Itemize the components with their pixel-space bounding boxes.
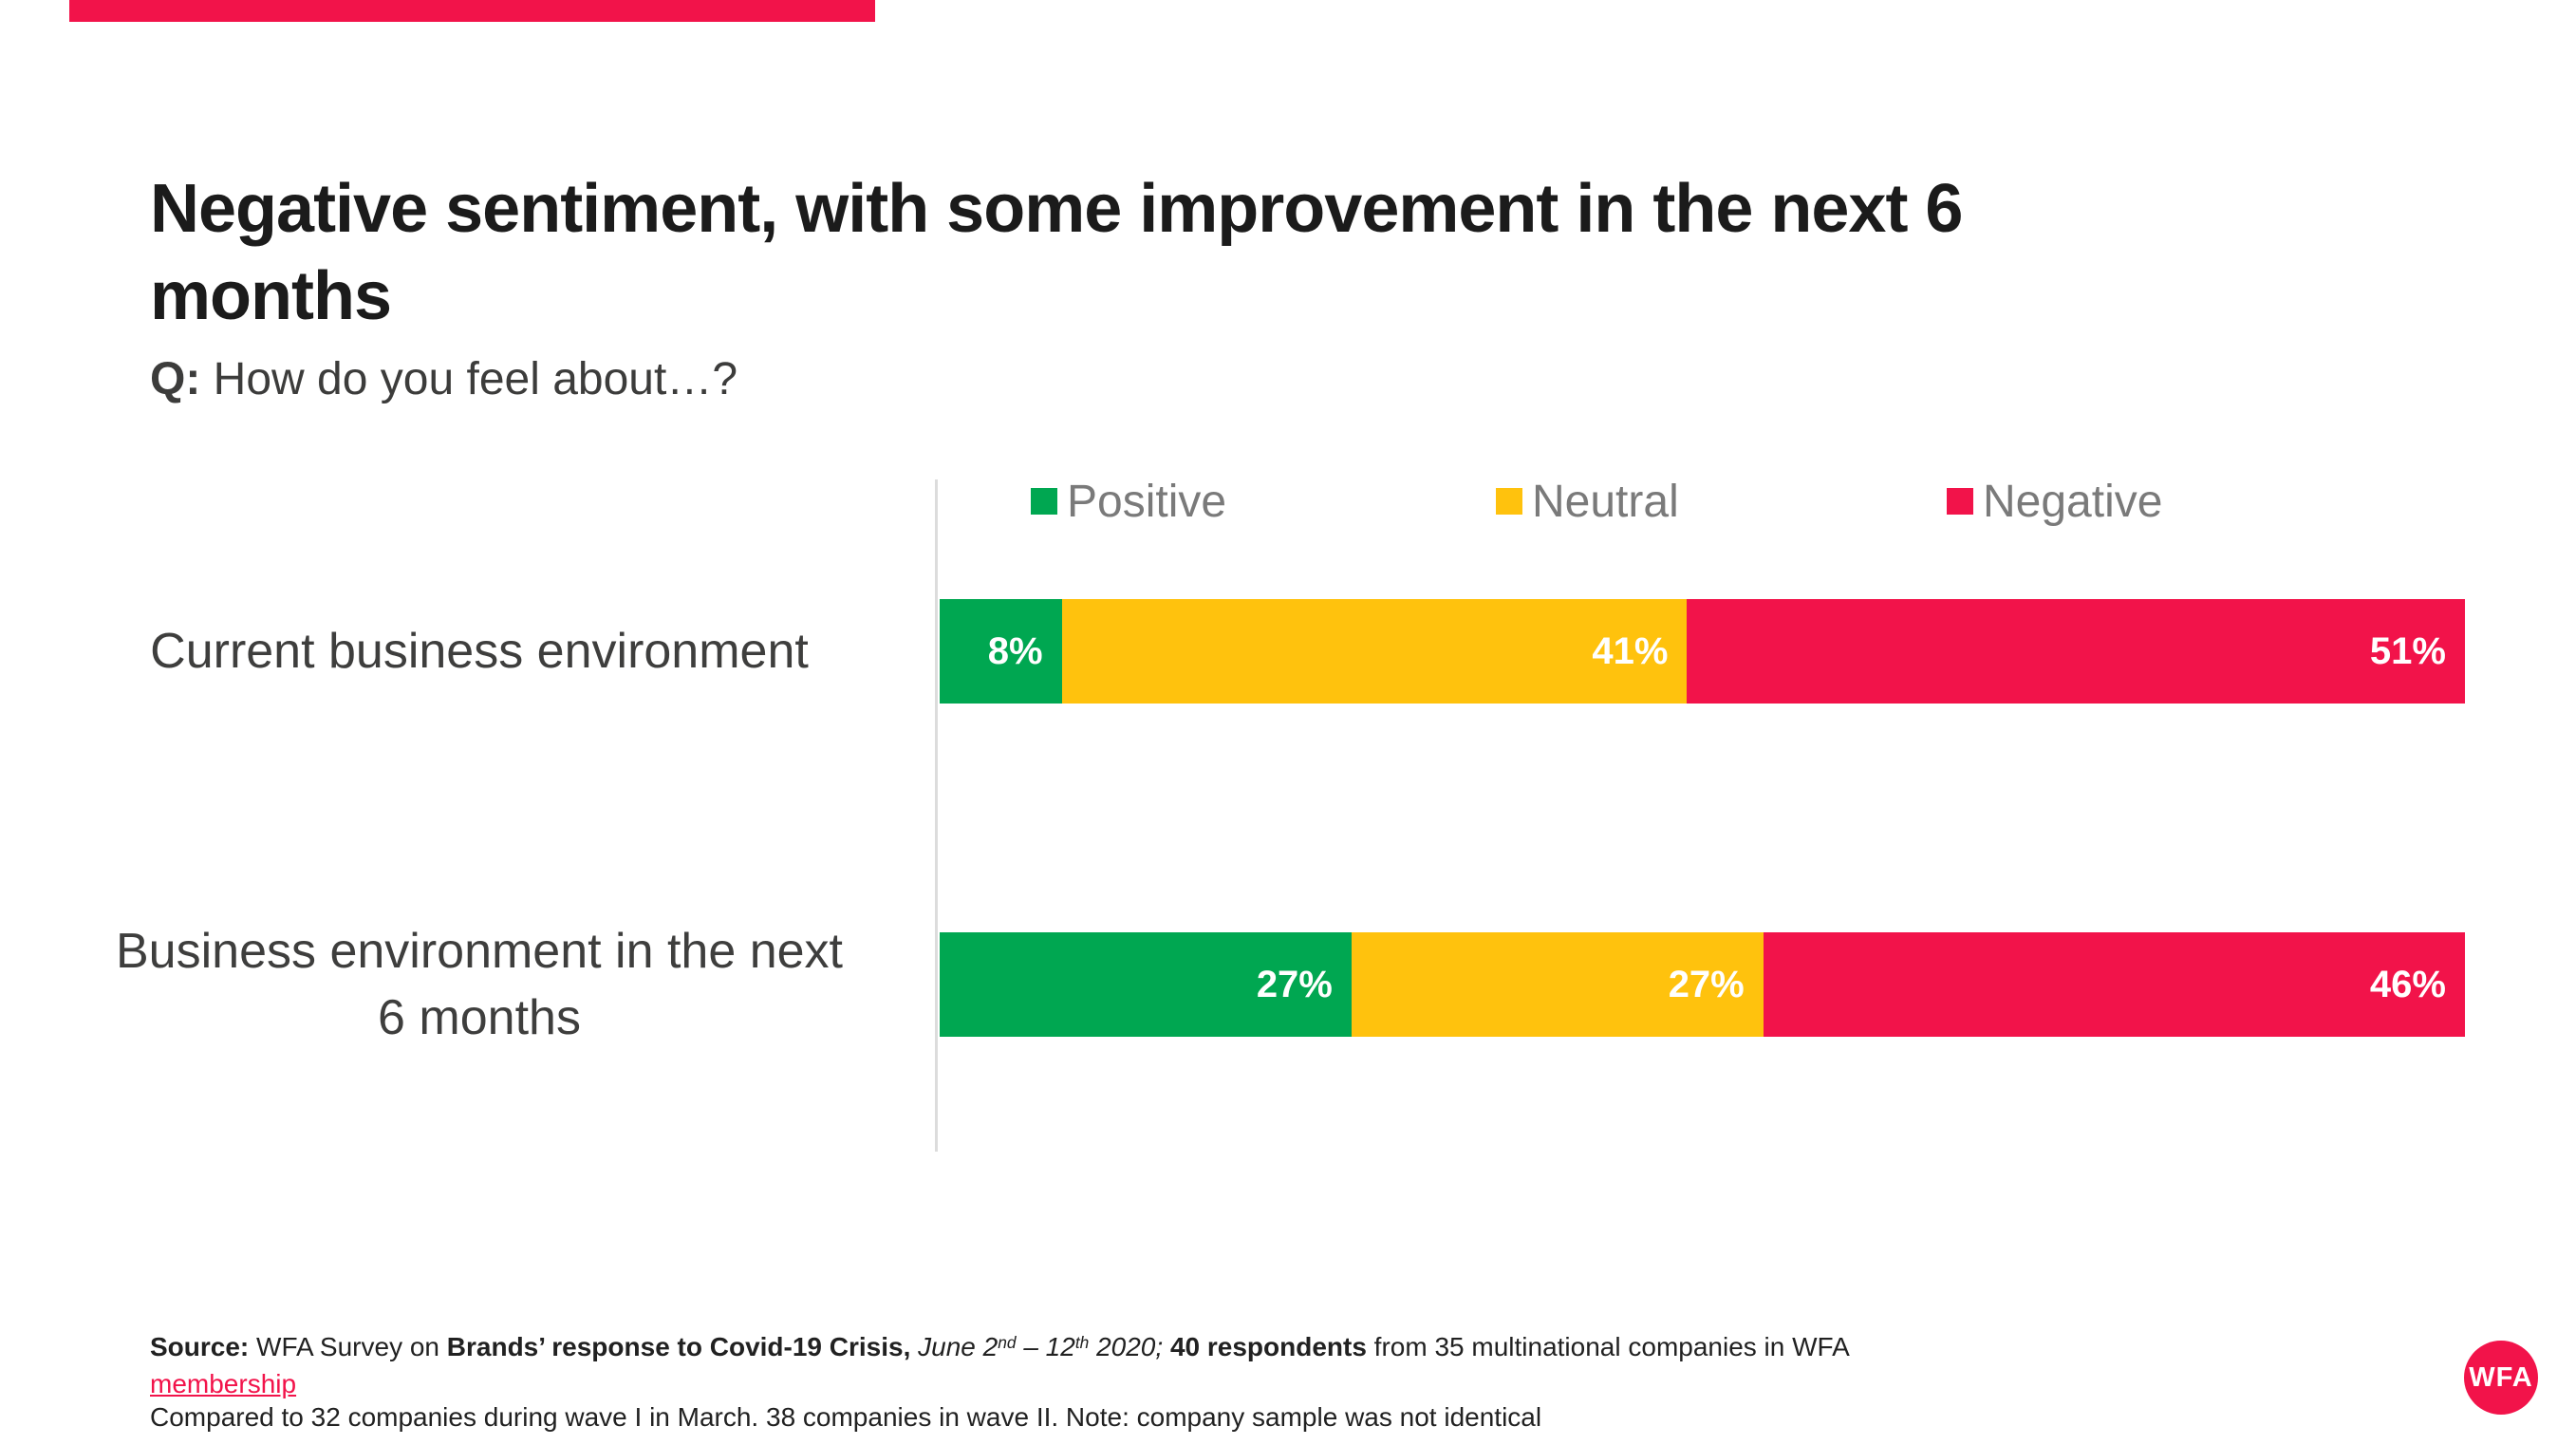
source-text-run: June 2 (918, 1332, 999, 1361)
legend-item-negative: Negative (1947, 477, 2162, 527)
source-text-run: Source: (150, 1332, 250, 1361)
bar-segment-negative: 46% (1763, 932, 2465, 1037)
category-label-next-6-months: Business environment in the next 6 months (38, 918, 921, 1051)
question-text: How do you feel about…? (200, 354, 738, 404)
wfa-logo-text: WFA (2469, 1361, 2533, 1393)
source-text-run: th (1074, 1333, 1090, 1353)
source-note: Source: WFA Survey on Brands’ response t… (150, 1330, 1953, 1434)
chart-axis-line (935, 479, 938, 1152)
top-accent-bar (69, 0, 875, 22)
category-label-line: Business environment in the next (116, 924, 843, 979)
source-text-run: 2020; (1089, 1332, 1164, 1361)
legend-swatch-positive (1031, 488, 1057, 515)
source-line-2: Compared to 32 companies during wave I i… (150, 1402, 1542, 1432)
source-text-run: from 35 multinational companies in WFA (1366, 1332, 1849, 1361)
source-text-run: – 12 (1016, 1332, 1075, 1361)
source-line-1: Source: WFA Survey on Brands’ response t… (150, 1330, 1953, 1400)
page-title: Negative sentiment, with some improvemen… (150, 165, 2409, 340)
source-text-run (1163, 1332, 1170, 1361)
bar-segment-neutral: 27% (1351, 932, 1764, 1037)
legend-item-positive: Positive (1031, 477, 1226, 527)
source-text-run: 40 respondents (1169, 1332, 1367, 1361)
page-title-line-2: months (150, 258, 392, 335)
stacked-bar-current: 8% 41% 51% (940, 599, 2465, 704)
source-text-run (910, 1332, 918, 1361)
category-label-line: 6 months (378, 990, 581, 1045)
legend-item-neutral: Neutral (1496, 477, 1679, 527)
legend-label: Negative (1983, 476, 2163, 527)
bar-value-label: 27% (1256, 963, 1333, 1005)
category-label-line: Current business environment (150, 624, 809, 679)
bar-value-label: 27% (1668, 963, 1745, 1005)
wfa-logo: WFA (2464, 1341, 2538, 1415)
bar-value-label: 41% (1592, 629, 1669, 672)
category-label-current: Current business environment (38, 618, 921, 685)
bar-segment-positive: 27% (940, 932, 1352, 1037)
legend-swatch-negative (1947, 488, 1973, 515)
stacked-bar-next-6-months: 27% 27% 46% (940, 932, 2465, 1037)
legend-swatch-neutral (1496, 488, 1522, 515)
legend-label: Neutral (1532, 476, 1679, 527)
survey-question: Q: How do you feel about…? (150, 353, 737, 405)
bar-segment-negative: 51% (1687, 599, 2465, 704)
legend-label: Positive (1067, 476, 1227, 527)
bar-segment-neutral: 41% (1061, 599, 1688, 704)
question-prefix: Q: (150, 354, 201, 404)
page-title-line-1: Negative sentiment, with some improvemen… (150, 171, 1963, 248)
membership-link[interactable]: membership (150, 1369, 297, 1398)
source-text-run: WFA Survey on (249, 1332, 447, 1361)
bar-value-label: 51% (2369, 629, 2446, 672)
bar-segment-positive: 8% (940, 599, 1062, 704)
source-text-run: Brands’ response to Covid-19 Crisis, (446, 1332, 911, 1361)
source-text-run: nd (998, 1333, 1017, 1353)
bar-value-label: 46% (2369, 963, 2446, 1005)
bar-value-label: 8% (987, 629, 1043, 672)
